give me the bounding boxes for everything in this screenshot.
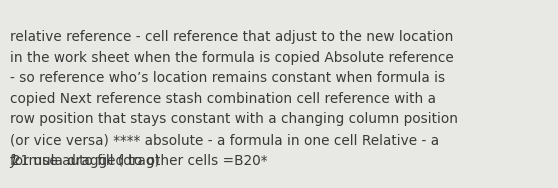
Text: in the work sheet when the formula is copied Absolute reference: in the work sheet when the formula is co… (10, 51, 454, 65)
Text: (or vice versa) **** absolute - a formula in one cell Relative - a: (or vice versa) **** absolute - a formul… (10, 133, 439, 147)
Text: J: J (11, 153, 15, 168)
Text: formula dragged to other cells =B20*: formula dragged to other cells =B20* (10, 153, 267, 168)
Text: copied Next reference stash combination cell reference with a: copied Next reference stash combination … (10, 92, 436, 106)
Text: relative reference - cell reference that adjust to the new location: relative reference - cell reference that… (10, 30, 453, 45)
Text: row position that stays constant with a changing column position: row position that stays constant with a … (10, 112, 458, 127)
Text: - so reference who’s location remains constant when formula is: - so reference who’s location remains co… (10, 71, 445, 86)
Text: 21 use auto fill (drag): 21 use auto fill (drag) (12, 153, 160, 168)
